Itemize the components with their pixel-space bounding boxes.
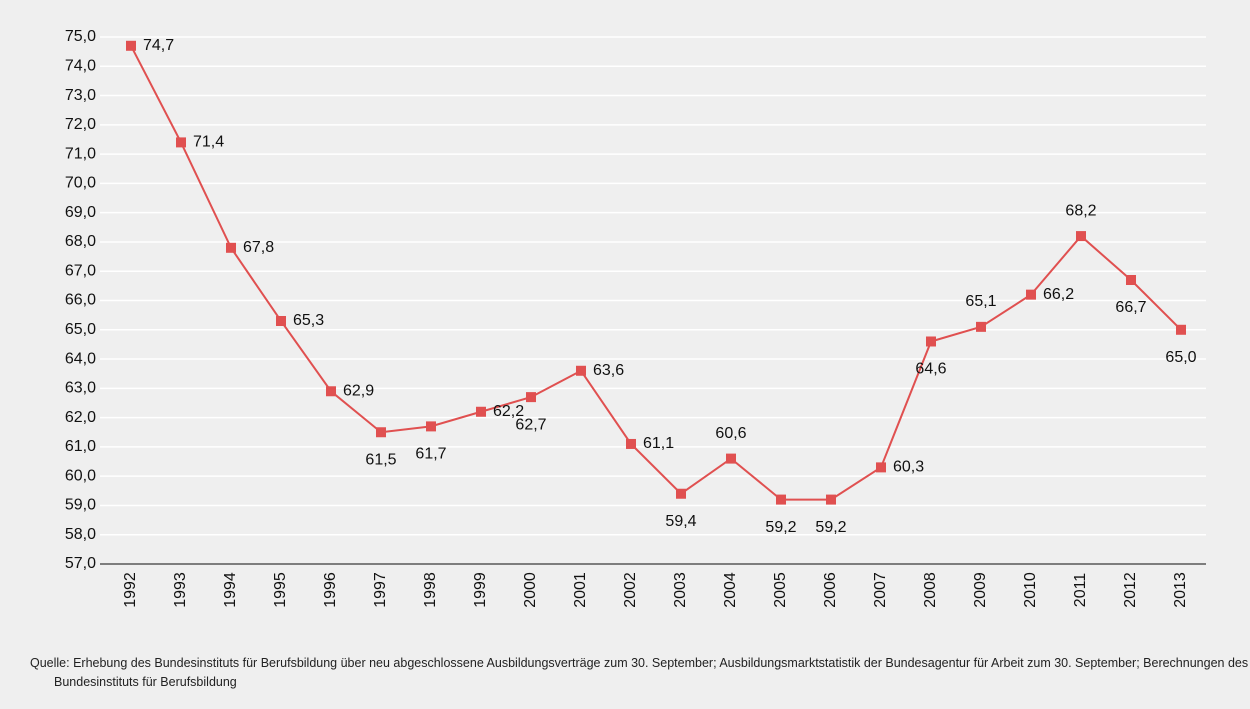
data-label: 62,7 xyxy=(515,416,546,433)
x-tick-label: 1992 xyxy=(122,572,139,608)
data-label: 59,2 xyxy=(765,519,796,536)
data-label: 60,6 xyxy=(715,425,746,442)
data-label: 63,6 xyxy=(593,362,624,379)
data-label: 74,7 xyxy=(143,37,174,54)
y-tick-label: 67,0 xyxy=(65,262,96,279)
y-tick-label: 64,0 xyxy=(65,350,96,367)
x-tick-label: 2006 xyxy=(822,572,839,608)
chart: 57,0 58,0 59,0 60,0 61,0 62,0 63,0 64,0 65,0 66,0… xyxy=(65,28,1206,608)
data-point xyxy=(776,494,786,505)
data-point xyxy=(1176,324,1186,335)
x-tick-label: 2013 xyxy=(1172,572,1189,608)
source-note: Quelle: Erhebung des Bundesinstituts für… xyxy=(30,656,1249,689)
data-label: 61,1 xyxy=(643,435,674,452)
data-label: 61,7 xyxy=(415,446,446,463)
data-point xyxy=(976,321,986,332)
data-point xyxy=(426,421,436,432)
y-tick-label: 72,0 xyxy=(65,116,96,133)
data-point xyxy=(826,494,836,505)
y-tick-label: 69,0 xyxy=(65,204,96,221)
x-tick-label: 2005 xyxy=(772,572,789,608)
y-tick-label: 70,0 xyxy=(65,175,96,192)
y-tick-label: 60,0 xyxy=(65,467,96,484)
data-label: 65,1 xyxy=(965,293,996,310)
data-label: 59,4 xyxy=(665,513,696,530)
y-tick-label: 57,0 xyxy=(65,555,96,572)
y-tick-label: 75,0 xyxy=(65,28,96,45)
x-tick-label: 2009 xyxy=(972,572,989,608)
y-tick-label: 59,0 xyxy=(65,497,96,514)
y-tick-label: 73,0 xyxy=(65,87,96,104)
data-label: 65,3 xyxy=(293,312,324,329)
data-label: 66,7 xyxy=(1115,299,1146,316)
data-label: 62,9 xyxy=(343,382,374,399)
y-tick-label: 62,0 xyxy=(65,409,96,426)
y-tick-label: 58,0 xyxy=(65,526,96,543)
data-point xyxy=(326,386,336,397)
y-tick-label: 74,0 xyxy=(65,57,96,74)
x-tick-label: 2003 xyxy=(672,572,689,608)
y-tick-label: 63,0 xyxy=(65,380,96,397)
data-label: 67,8 xyxy=(243,239,274,256)
x-tick-label: 2008 xyxy=(922,572,939,608)
x-tick-label: 1993 xyxy=(172,572,189,608)
data-point xyxy=(876,462,886,473)
data-point xyxy=(676,488,686,499)
x-tick-label: 2004 xyxy=(722,572,739,608)
data-point xyxy=(626,438,636,449)
x-tick-label: 2012 xyxy=(1122,572,1139,608)
x-tick-label: 2000 xyxy=(522,572,539,608)
data-label: 71,4 xyxy=(193,134,224,151)
x-tick-label: 2001 xyxy=(572,572,589,608)
y-tick-label: 68,0 xyxy=(65,233,96,250)
data-label: 62,2 xyxy=(493,403,524,420)
x-tick-label: 1994 xyxy=(222,572,239,608)
y-tick-label: 71,0 xyxy=(65,145,96,162)
y-tick-label: 66,0 xyxy=(65,292,96,309)
x-tick-label: 1997 xyxy=(372,572,389,608)
data-label: 60,3 xyxy=(893,459,924,476)
data-point xyxy=(376,427,386,438)
y-tick-label: 61,0 xyxy=(65,438,96,455)
x-tick-label: 2002 xyxy=(622,572,639,608)
data-point xyxy=(526,392,536,403)
data-point xyxy=(226,242,236,253)
data-point xyxy=(1026,289,1036,300)
y-tick-label: 65,0 xyxy=(65,321,96,338)
data-label: 66,2 xyxy=(1043,286,1074,303)
x-tick-label: 1995 xyxy=(272,572,289,608)
data-point xyxy=(1126,275,1136,286)
data-line xyxy=(130,45,1182,501)
x-tick-label: 1999 xyxy=(472,572,489,608)
data-point xyxy=(576,365,586,376)
data-label: 68,2 xyxy=(1065,202,1096,219)
data-point xyxy=(276,315,286,326)
data-point xyxy=(176,137,186,148)
data-point xyxy=(476,406,486,417)
data-point xyxy=(726,453,736,464)
data-point xyxy=(1076,231,1086,242)
x-tick-label: 2010 xyxy=(1022,572,1039,608)
x-tick-label: 1998 xyxy=(422,572,439,608)
data-point xyxy=(926,336,936,347)
data-label: 61,5 xyxy=(365,451,396,468)
x-tick-label: 1996 xyxy=(322,572,339,608)
x-tick-label: 2011 xyxy=(1072,573,1089,608)
data-point xyxy=(126,40,136,51)
x-tick-label: 2007 xyxy=(872,572,889,608)
data-label: 59,2 xyxy=(815,519,846,536)
data-label: 65,0 xyxy=(1165,349,1196,366)
data-label: 64,6 xyxy=(915,361,946,378)
